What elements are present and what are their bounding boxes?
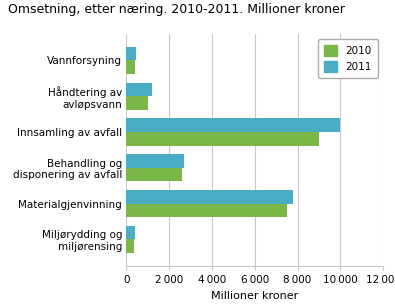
Bar <box>126 226 135 239</box>
Bar <box>126 154 184 168</box>
Bar <box>126 203 287 217</box>
Bar <box>126 83 152 96</box>
Bar <box>126 132 319 146</box>
Text: Omsetning, etter næring. 2010-2011. Millioner kroner: Omsetning, etter næring. 2010-2011. Mill… <box>8 3 345 16</box>
Legend: 2010, 2011: 2010, 2011 <box>318 39 378 78</box>
X-axis label: Millioner kroner: Millioner kroner <box>211 291 298 301</box>
Bar <box>126 239 134 253</box>
Bar <box>126 61 135 74</box>
Bar <box>126 47 136 61</box>
Bar <box>126 190 293 203</box>
Bar <box>126 118 340 132</box>
Bar <box>126 168 182 181</box>
Bar <box>126 96 148 110</box>
